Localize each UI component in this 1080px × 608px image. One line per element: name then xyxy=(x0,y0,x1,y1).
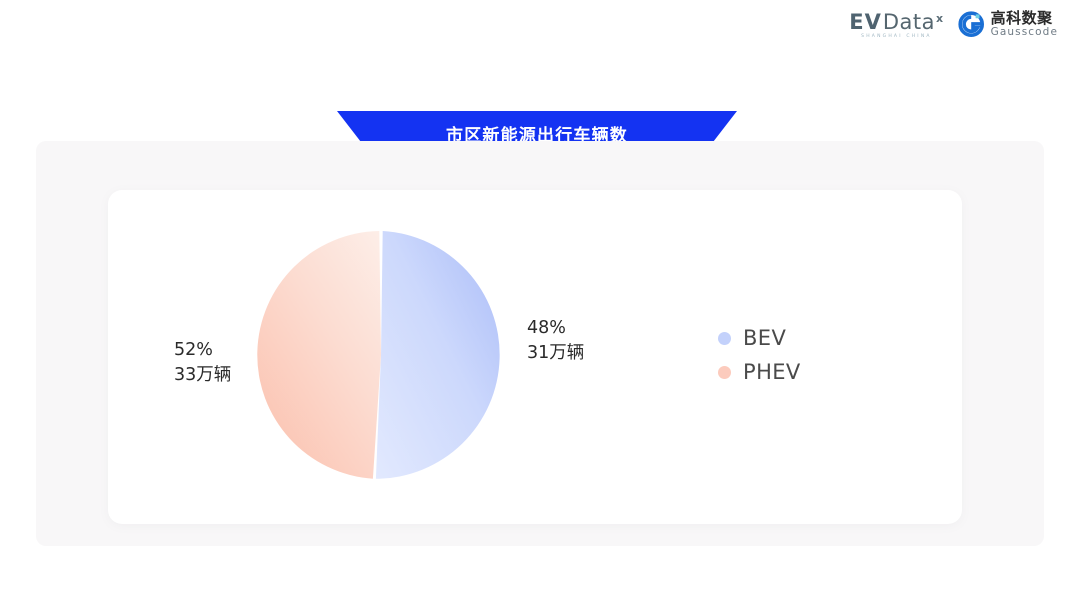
brand-bar: EV Data x SHANGHAI CHINA 高科数聚 Gausscode xyxy=(849,10,1058,40)
evdata-data-text: Data xyxy=(882,10,935,34)
evdata-logo: EV Data x SHANGHAI CHINA xyxy=(849,10,943,40)
evdata-ev-text: EV xyxy=(849,10,882,34)
evdata-subtitle: SHANGHAI CHINA xyxy=(861,34,932,39)
gausscode-text: 高科数聚 Gausscode xyxy=(991,11,1058,38)
chart-card xyxy=(108,190,962,524)
gausscode-en-name: Gausscode xyxy=(990,26,1058,39)
evdata-wordmark: EV Data x xyxy=(849,12,943,33)
gausscode-cn-name: 高科数聚 xyxy=(990,9,1053,28)
gausscode-g-mark-icon xyxy=(958,11,985,38)
evdata-superscript-x: x xyxy=(936,12,944,25)
gausscode-logo: 高科数聚 Gausscode xyxy=(958,11,1058,38)
page-title: 市区新能源出行车辆数 xyxy=(446,125,628,146)
